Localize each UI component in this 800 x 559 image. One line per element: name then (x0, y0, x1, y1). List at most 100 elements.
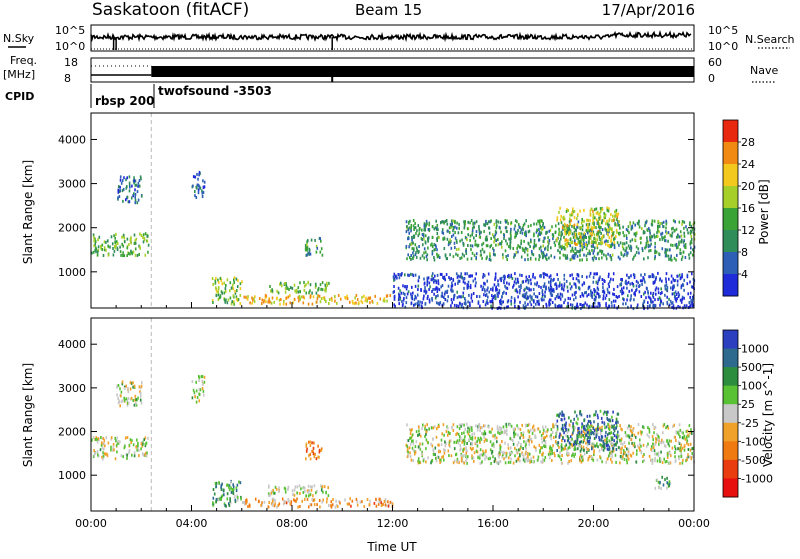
range-cell (608, 223, 610, 227)
range-cell (680, 454, 682, 458)
range-cell (537, 302, 540, 306)
range-cell (622, 247, 625, 251)
range-cell (646, 433, 649, 437)
range-cell (671, 292, 674, 296)
range-cell (137, 441, 139, 445)
range-cell (495, 436, 498, 440)
range-cell (640, 432, 643, 436)
range-cell (135, 183, 138, 187)
range-cell (455, 441, 458, 444)
range-cell (508, 245, 510, 248)
range-cell (634, 293, 636, 297)
range-cell (560, 234, 562, 238)
range-cell (677, 291, 680, 295)
range-cell (455, 304, 458, 308)
range-cell (311, 302, 314, 306)
range-cell (502, 451, 504, 455)
range-cell (213, 492, 216, 496)
range-cell (410, 429, 412, 432)
range-cell (610, 277, 612, 281)
range-cell (636, 303, 639, 307)
range-cell (522, 294, 524, 297)
range-cell (424, 234, 427, 238)
range-cell (516, 231, 519, 235)
range-cell (143, 238, 146, 242)
range-cell (351, 299, 354, 303)
range-cell (441, 432, 443, 436)
range-cell (295, 288, 298, 292)
range-cell (441, 455, 443, 459)
range-cell (434, 248, 436, 251)
range-cell (501, 295, 503, 299)
range-cell (463, 442, 466, 446)
range-cell (455, 272, 458, 276)
range-cell (129, 387, 132, 391)
range-cell (272, 499, 274, 503)
range-cell (641, 279, 643, 283)
range-cell (94, 438, 97, 441)
range-cell (456, 221, 458, 225)
range-cell (484, 437, 487, 441)
range-cell (305, 494, 307, 498)
range-cell (557, 278, 559, 281)
range-cell (496, 292, 499, 296)
range-cell (633, 441, 636, 445)
range-cell (244, 502, 246, 506)
range-cell (565, 443, 568, 447)
range-cell (198, 173, 200, 177)
range-cell (547, 240, 549, 244)
range-cell (551, 233, 554, 237)
range-cell (588, 241, 590, 245)
range-cell (450, 246, 453, 250)
range-cell (532, 429, 535, 433)
range-cell (548, 298, 551, 302)
range-cell (515, 250, 518, 254)
range-cell (239, 282, 242, 286)
range-cell (570, 249, 572, 253)
range-cell (103, 240, 106, 244)
range-cell (324, 288, 326, 292)
range-cell (669, 256, 672, 260)
range-cell (431, 278, 434, 282)
range-cell (590, 432, 592, 436)
range-cell (523, 248, 525, 252)
range-cell (485, 235, 488, 239)
range-cell (484, 453, 486, 457)
range-cell (595, 433, 598, 437)
range-cell (517, 458, 520, 462)
range-cell (141, 194, 143, 198)
range-cell (675, 430, 677, 434)
range-cell (339, 297, 342, 301)
range-cell (268, 494, 270, 498)
range-cell (219, 497, 221, 500)
range-cell (461, 440, 463, 444)
range-cell (217, 498, 220, 502)
range-cell (561, 283, 563, 287)
range-cell (513, 429, 516, 433)
range-cell (456, 275, 459, 279)
range-cell (433, 227, 436, 231)
range-cell (116, 246, 119, 250)
colorbar-segment (723, 348, 738, 368)
range-cell (601, 234, 604, 238)
range-cell (424, 302, 427, 306)
range-cell (404, 273, 406, 277)
range-cell (622, 242, 624, 246)
range-cell (541, 219, 543, 223)
range-cell (476, 444, 479, 448)
range-cell (306, 447, 308, 451)
range-cell (474, 436, 477, 440)
range-cell (297, 290, 300, 294)
range-cell (102, 457, 104, 461)
range-cell (579, 453, 582, 457)
range-cell (473, 221, 475, 225)
range-cell (506, 432, 508, 436)
range-cell (611, 438, 613, 442)
range-cell (135, 403, 138, 407)
range-cell (497, 294, 499, 298)
range-cell (501, 430, 503, 434)
range-cell (622, 254, 625, 258)
range-cell (620, 278, 622, 281)
range-cell (119, 250, 122, 254)
